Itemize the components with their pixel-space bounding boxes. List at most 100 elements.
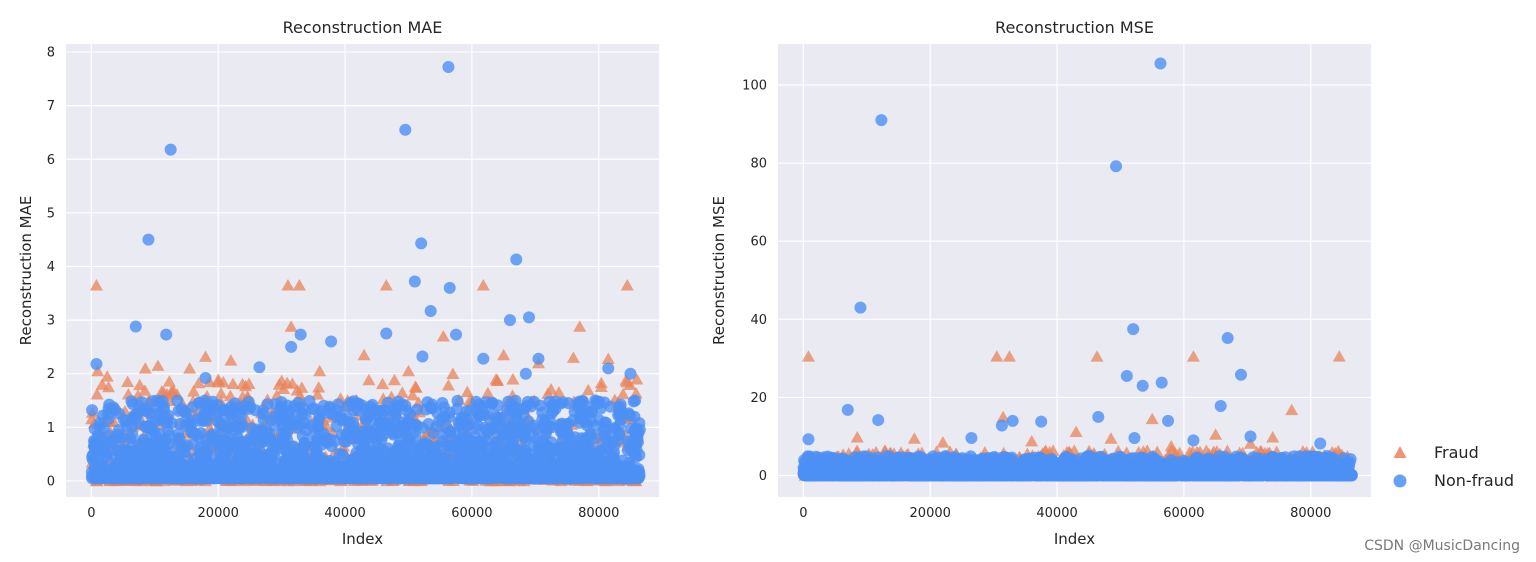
mae-non-fraud-point	[460, 404, 473, 417]
mae-non-fraud-point	[212, 437, 225, 450]
mae-non-fraud-point	[450, 328, 463, 341]
mae-non-fraud-point	[545, 407, 558, 420]
mae-fraud-point	[285, 377, 299, 389]
mae-fraud-point	[100, 370, 114, 382]
mae-fraud-point	[379, 279, 393, 291]
mae-fraud-point	[102, 380, 116, 393]
mae-non-fraud-point	[425, 450, 438, 463]
mae-non-fraud-point	[163, 456, 176, 469]
mae-fraud-point	[581, 383, 595, 396]
mae-fraud-point	[211, 373, 225, 385]
mae-non-fraud-point	[219, 448, 232, 461]
mae-fraud-point	[623, 378, 637, 390]
mae-fraud-point	[408, 380, 422, 392]
mae-non-fraud-point	[163, 429, 176, 442]
mae-fraud-point	[199, 350, 213, 362]
mae-non-fraud-point	[129, 320, 142, 333]
mae-non-fraud-point	[328, 456, 341, 469]
mae-non-fraud-point	[154, 396, 167, 409]
mae-non-fraud-point	[399, 123, 412, 136]
mae-non-fraud-point	[471, 419, 484, 432]
mae-fraud-point	[295, 381, 309, 393]
mae-fraud-point	[481, 386, 495, 399]
mae-non-fraud-point	[477, 408, 490, 421]
mae-non-fraud-point	[592, 397, 605, 410]
mae-non-fraud-point	[627, 395, 640, 408]
mae-fraud-point	[630, 373, 644, 385]
mae-non-fraud-point	[416, 350, 429, 363]
mae-y-tick-label: 8	[47, 46, 55, 61]
mae-non-fraud-point	[509, 471, 522, 484]
mae-non-fraud-point	[624, 367, 637, 380]
mae-non-fraud-point	[408, 275, 421, 288]
mae-non-fraud-point	[556, 420, 569, 433]
mae-fraud-point	[552, 385, 566, 398]
mae-fraud-point	[156, 385, 170, 398]
mae-non-fraud-point	[486, 457, 499, 470]
mae-non-fraud-point	[129, 469, 142, 482]
mae-non-fraud-point	[505, 422, 518, 435]
mae-non-fraud-point	[167, 471, 180, 484]
mae-non-fraud-point	[335, 413, 348, 426]
mae-y-tick-label: 2	[47, 367, 55, 382]
mae-fraud-point	[133, 378, 147, 391]
mae-non-fraud-point	[570, 463, 583, 476]
mae-non-fraud-point	[103, 398, 116, 411]
mae-non-fraud-point	[527, 419, 540, 432]
mae-non-fraud-point	[223, 462, 236, 475]
mae-non-fraud-point	[441, 422, 454, 435]
mae-fraud-point	[151, 359, 165, 371]
mae-non-fraud-point	[603, 460, 616, 473]
mae-non-fraud-point	[474, 438, 487, 451]
mae-non-fraud-point	[614, 401, 627, 414]
mae-non-fraud-point	[345, 432, 358, 445]
mae-non-fraud-point	[437, 469, 450, 482]
mae-non-fraud-point	[232, 423, 245, 436]
mae-fraud-point	[281, 279, 295, 291]
mae-non-fraud-point	[504, 406, 517, 419]
mae-fraud-point	[183, 362, 197, 374]
mae-fraud-point	[90, 388, 104, 400]
mae-fraud-point	[310, 388, 324, 400]
mae-non-fraud-point	[261, 398, 274, 411]
mae-fraud-point	[601, 352, 615, 364]
mae-non-fraud-point	[356, 456, 369, 469]
mae-non-fraud-point	[214, 418, 227, 431]
mae-non-fraud-point	[484, 423, 497, 436]
mae-non-fraud-point	[598, 429, 611, 442]
mae-non-fraud-point	[537, 421, 550, 434]
mae-non-fraud-point	[194, 427, 207, 440]
mae-x-tick-label: 60000	[451, 506, 492, 521]
mae-non-fraud-point	[86, 404, 99, 417]
mae-non-fraud-point	[519, 448, 532, 461]
mae-y-tick-label: 4	[47, 260, 55, 275]
mae-non-fraud-point	[552, 472, 565, 485]
mae-non-fraud-point	[183, 417, 196, 430]
mae-x-tick-label: 80000	[578, 506, 619, 521]
mae-non-fraud-point	[467, 470, 480, 483]
mae-non-fraud-point	[262, 427, 275, 440]
mae-non-fraud-point	[197, 412, 210, 425]
mae-non-fraud-point	[335, 429, 348, 442]
mae-fraud-point	[167, 384, 181, 397]
mae-non-fraud-point	[310, 436, 323, 449]
mae-fraud-point	[387, 373, 401, 386]
mae-non-fraud-point	[627, 463, 640, 476]
mae-fraud-point	[226, 377, 240, 390]
mae-fraud-point	[620, 279, 634, 291]
mae-non-fraud-point	[532, 352, 545, 365]
mae-non-fraud-point	[312, 421, 325, 434]
mae-non-fraud-point	[503, 314, 516, 327]
mae-fraud-point	[436, 329, 450, 342]
mae-non-fraud-point	[328, 472, 341, 485]
mae-non-fraud-point	[279, 443, 292, 456]
mae-non-fraud-point	[341, 400, 354, 413]
mae-non-fraud-point	[352, 404, 365, 417]
mae-fraud-point	[284, 320, 298, 332]
mae-y-axis-label: Reconstruction MAE	[17, 196, 35, 346]
mae-non-fraud-point	[387, 401, 400, 414]
mae-non-fraud-point	[261, 449, 274, 462]
